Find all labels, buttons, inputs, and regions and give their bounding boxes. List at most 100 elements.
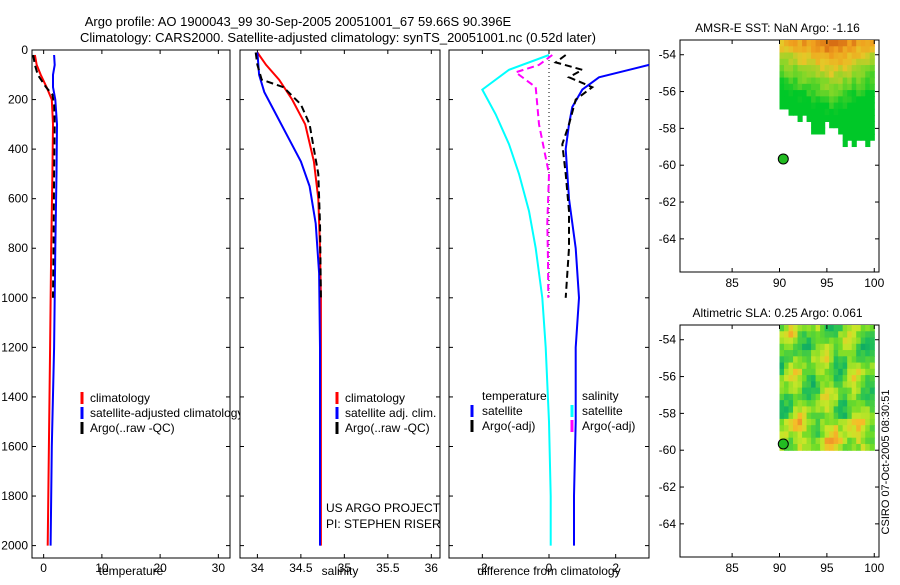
amsr-cell: [869, 133, 875, 141]
amsr-cell: [847, 90, 853, 97]
sla-cell: [847, 356, 853, 364]
sla-cell: [811, 393, 817, 401]
amsr-cell: [806, 40, 812, 47]
amsr-cell: [797, 96, 803, 104]
sla-cell: [856, 387, 862, 395]
sla-cell: [856, 412, 862, 420]
amsr-cell: [860, 83, 866, 91]
sla-cell: [860, 350, 866, 357]
amsr-cell: [869, 52, 875, 60]
amsr-cell: [806, 108, 812, 116]
sla-cell: [784, 343, 790, 351]
amsr-cell: [788, 46, 794, 54]
sla-cell: [847, 393, 853, 401]
amsr-cell: [779, 102, 785, 110]
sla-cell: [856, 406, 862, 414]
sla-cell: [802, 431, 808, 439]
sla-cell: [842, 431, 848, 439]
amsr-xtick-label: 85: [725, 276, 739, 290]
amsr-cell: [793, 46, 799, 54]
amsr-cell: [847, 96, 853, 104]
amsr-cell: [847, 65, 853, 72]
sla-cell: [797, 425, 803, 433]
sla-xtick-label: 100: [864, 561, 884, 575]
sla-cell: [842, 331, 848, 339]
amsr-cell: [842, 96, 848, 104]
sla-cell: [856, 343, 862, 351]
amsr-title: AMSR-E SST: NaN Argo: -1.16: [695, 21, 860, 35]
amsr-cell: [815, 96, 821, 104]
sla-cell: [829, 375, 835, 382]
amsr-cell: [806, 58, 812, 66]
sla-cell: [779, 368, 785, 376]
amsr-cell: [779, 83, 785, 91]
sla-cell: [865, 325, 871, 332]
sla-cell: [847, 400, 853, 407]
amsr-cell: [815, 40, 821, 47]
temperature-series-satellite-adjusted-climatology: [49, 54, 59, 546]
amsr-cell: [829, 102, 835, 110]
sla-cell: [806, 325, 812, 332]
amsr-cell: [869, 71, 875, 79]
amsr-cell: [842, 58, 848, 66]
sla-cell: [860, 381, 866, 389]
sla-cell: [869, 443, 875, 451]
sla-cell: [865, 437, 871, 445]
amsr-cell: [824, 77, 830, 85]
sla-cell: [829, 443, 835, 451]
sla-cell: [860, 362, 866, 370]
sla-cell: [784, 387, 790, 395]
amsr-cell: [811, 77, 817, 85]
amsr-cell: [829, 108, 835, 116]
sla-cell: [865, 350, 871, 357]
sla-cell: [797, 325, 803, 332]
amsr-cell: [865, 133, 871, 141]
sla-cell: [860, 375, 866, 382]
amsr-cell: [833, 40, 839, 47]
amsr-cell: [842, 77, 848, 85]
amsr-cell: [811, 40, 817, 47]
amsr-cell: [806, 46, 812, 54]
amsr-ytick-label: -62: [659, 195, 677, 209]
sla-cell: [842, 381, 848, 389]
amsr-cell: [865, 52, 871, 60]
difference-series-temperature-argo-adj-: [553, 54, 595, 298]
sla-cell: [793, 337, 799, 345]
salinity-axes-frame: [239, 49, 441, 559]
sla-cell: [784, 325, 790, 332]
salinity-series-satellite-adj-clim-: [256, 52, 321, 546]
sla-cell: [860, 331, 866, 339]
temperature-xtick-label: 30: [212, 561, 226, 575]
amsr-cell: [779, 65, 785, 72]
sla-cell: [806, 343, 812, 351]
sla-ytick-label: -58: [659, 406, 677, 420]
amsr-cell: [847, 115, 853, 122]
sla-cell: [806, 437, 812, 445]
sla-cell: [802, 412, 808, 420]
amsr-cell: [779, 77, 785, 85]
amsr-cell: [851, 77, 857, 85]
sla-cell: [829, 331, 835, 339]
sla-cell: [811, 400, 817, 407]
sla-cell: [842, 387, 848, 395]
sla-cell: [779, 393, 785, 401]
sla-cell: [815, 418, 821, 426]
amsr-cell: [860, 96, 866, 104]
sla-cell: [779, 387, 785, 395]
sla-cell: [784, 406, 790, 414]
sla-cell: [824, 331, 830, 339]
sla-cell: [802, 393, 808, 401]
sla-ytick-label: -54: [659, 333, 677, 347]
amsr-cell: [802, 46, 808, 54]
amsr-cell: [793, 71, 799, 79]
sla-cell: [793, 325, 799, 332]
amsr-cell: [829, 77, 835, 85]
amsr-cell: [856, 83, 862, 91]
sla-cell: [820, 337, 826, 345]
sla-cell: [802, 325, 808, 332]
difference-xlabel: difference from climatology: [477, 564, 620, 578]
sla-cell: [829, 362, 835, 370]
sla-cell: [851, 412, 857, 420]
figure-title-line2: Climatology: CARS2000. Satellite-adjuste…: [80, 30, 596, 45]
amsr-cell: [811, 115, 817, 122]
